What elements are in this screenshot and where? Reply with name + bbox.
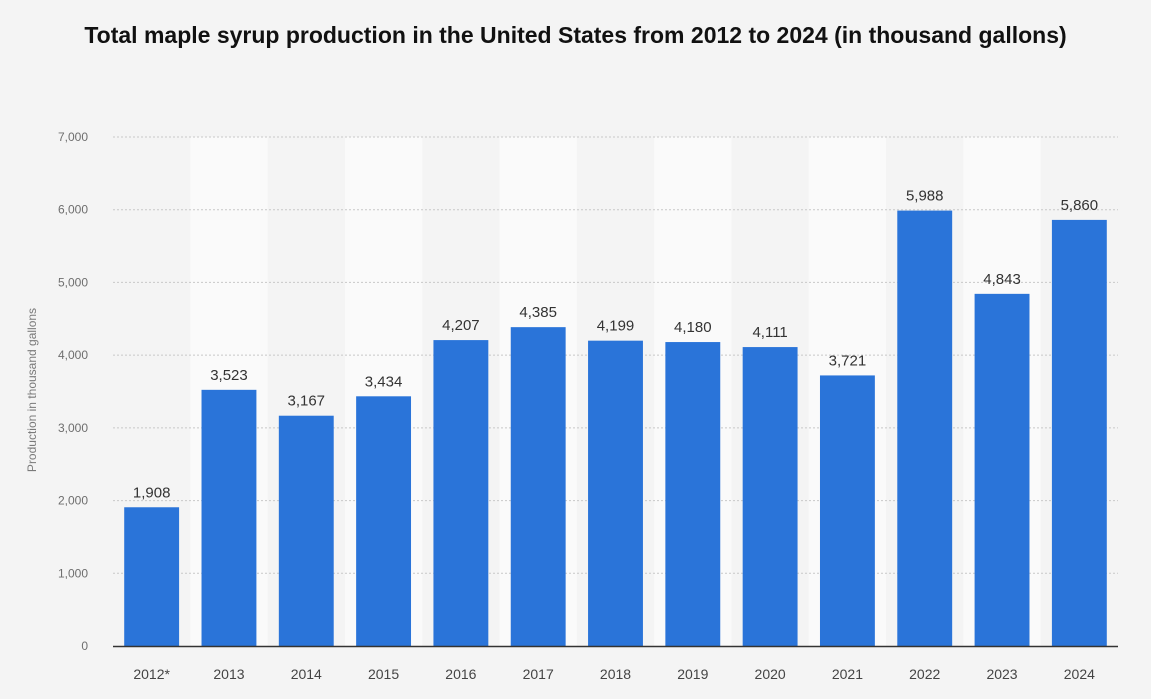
data-label: 1,908: [133, 484, 171, 501]
data-label: 5,988: [906, 188, 944, 205]
data-label: 4,111: [752, 324, 787, 341]
y-tick-label: 3,000: [58, 421, 88, 435]
y-tick-label: 0: [81, 639, 88, 653]
bar: [124, 507, 180, 646]
x-tick-label: 2024: [1064, 666, 1095, 682]
data-label: 5,860: [1061, 197, 1099, 214]
bar: [588, 340, 643, 646]
y-tick-label: 5,000: [58, 275, 88, 289]
y-tick-label: 4,000: [58, 348, 88, 362]
bar: [665, 342, 721, 646]
x-tick-label: 2018: [600, 666, 631, 682]
data-label: 3,434: [365, 373, 403, 390]
data-label: 3,721: [829, 352, 867, 369]
data-label: 4,199: [597, 318, 635, 335]
data-label: 3,167: [287, 393, 325, 410]
y-tick-label: 6,000: [58, 203, 88, 217]
x-tick-label: 2021: [832, 666, 863, 682]
x-tick-label: 2014: [291, 666, 322, 682]
bar: [897, 210, 953, 646]
data-label: 4,385: [519, 304, 557, 321]
bar: [742, 347, 798, 646]
x-tick-label: 2017: [523, 666, 554, 682]
x-tick-label: 2012*: [133, 666, 170, 682]
y-tick-label: 1,000: [58, 566, 88, 580]
x-tick-label: 2016: [445, 666, 476, 682]
bar: [974, 293, 1030, 646]
bar: [356, 396, 412, 646]
data-label: 4,843: [983, 271, 1021, 288]
data-label: 4,207: [442, 317, 480, 334]
x-tick-label: 2019: [677, 666, 708, 682]
x-tick-label: 2020: [755, 666, 786, 682]
data-labels: 1,908 3,523 3,167 3,434 4,207 4,385 4,199 4,180…: [133, 188, 1098, 502]
y-tick-label: 2,000: [58, 494, 88, 508]
x-axis-ticks: 2012* 2013 2014 2015 2016 2017 2018 2019 2020 202…: [133, 666, 1095, 682]
x-tick-label: 2022: [909, 666, 940, 682]
bars: [124, 210, 1107, 646]
x-tick-label: 2013: [213, 666, 244, 682]
x-tick-label: 2023: [986, 666, 1017, 682]
chart-title: Total maple syrup production in the Unit…: [84, 22, 1067, 48]
data-label: 4,180: [674, 319, 712, 336]
bar: [201, 389, 257, 646]
bar: [278, 415, 334, 646]
bar: [510, 327, 566, 646]
data-label: 3,523: [210, 367, 248, 384]
x-tick-label: 2015: [368, 666, 399, 682]
bar: [433, 340, 489, 646]
bar: [819, 375, 875, 646]
y-axis-ticks: 0 1,000 2,000 3,000 4,000 5,000 6,000 7,000: [58, 130, 88, 653]
y-tick-label: 7,000: [58, 130, 88, 144]
bar: [1051, 219, 1107, 646]
